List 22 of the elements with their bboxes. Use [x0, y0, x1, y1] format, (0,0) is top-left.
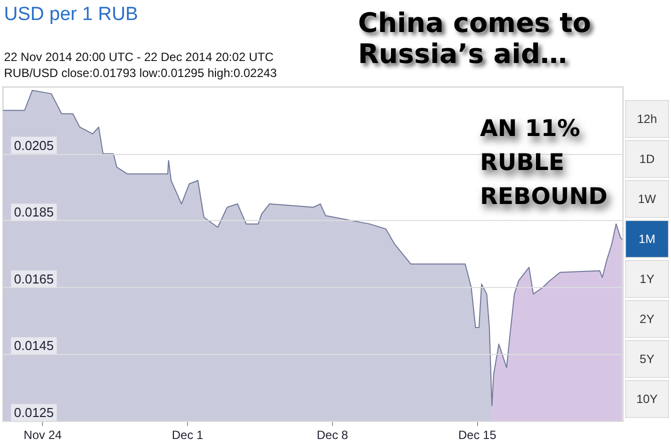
y-tick-label: 0.0165	[14, 271, 54, 286]
chart-title: USD per 1 RUB	[4, 4, 138, 26]
text: 1M	[625, 220, 669, 258]
y-tick-label: 0.0125	[14, 405, 54, 420]
x-tick-label: Dec 8	[316, 428, 348, 442]
text: 1W	[625, 180, 669, 218]
text: 1Y	[625, 260, 669, 298]
x-tick-label: Nov 24	[24, 428, 62, 442]
text: RUB/USD close:0.01793 low:0.01295 high:0.02243	[4, 66, 277, 80]
text: 5Y	[625, 340, 669, 378]
x-tick-label: Dec 1	[172, 428, 204, 442]
x-tick-label: Dec 15	[458, 428, 497, 442]
text: 2Y	[625, 300, 669, 338]
chart-subtitle: 22 Nov 2014 20:00 UTC - 22 Dec 2014 20:02 UTC	[4, 50, 274, 64]
y-tick-label: 0.0205	[14, 138, 54, 153]
annotation: AN 11% RUBLE REBOUND	[480, 115, 609, 212]
y-tick-label: 0.0185	[14, 204, 54, 220]
text: 12h	[625, 100, 669, 138]
y-tick-label: 0.0145	[14, 338, 54, 354]
text: China comes to Russia’s aid…	[358, 8, 592, 70]
text: 10Y	[625, 380, 669, 418]
text: 1D	[625, 140, 669, 178]
